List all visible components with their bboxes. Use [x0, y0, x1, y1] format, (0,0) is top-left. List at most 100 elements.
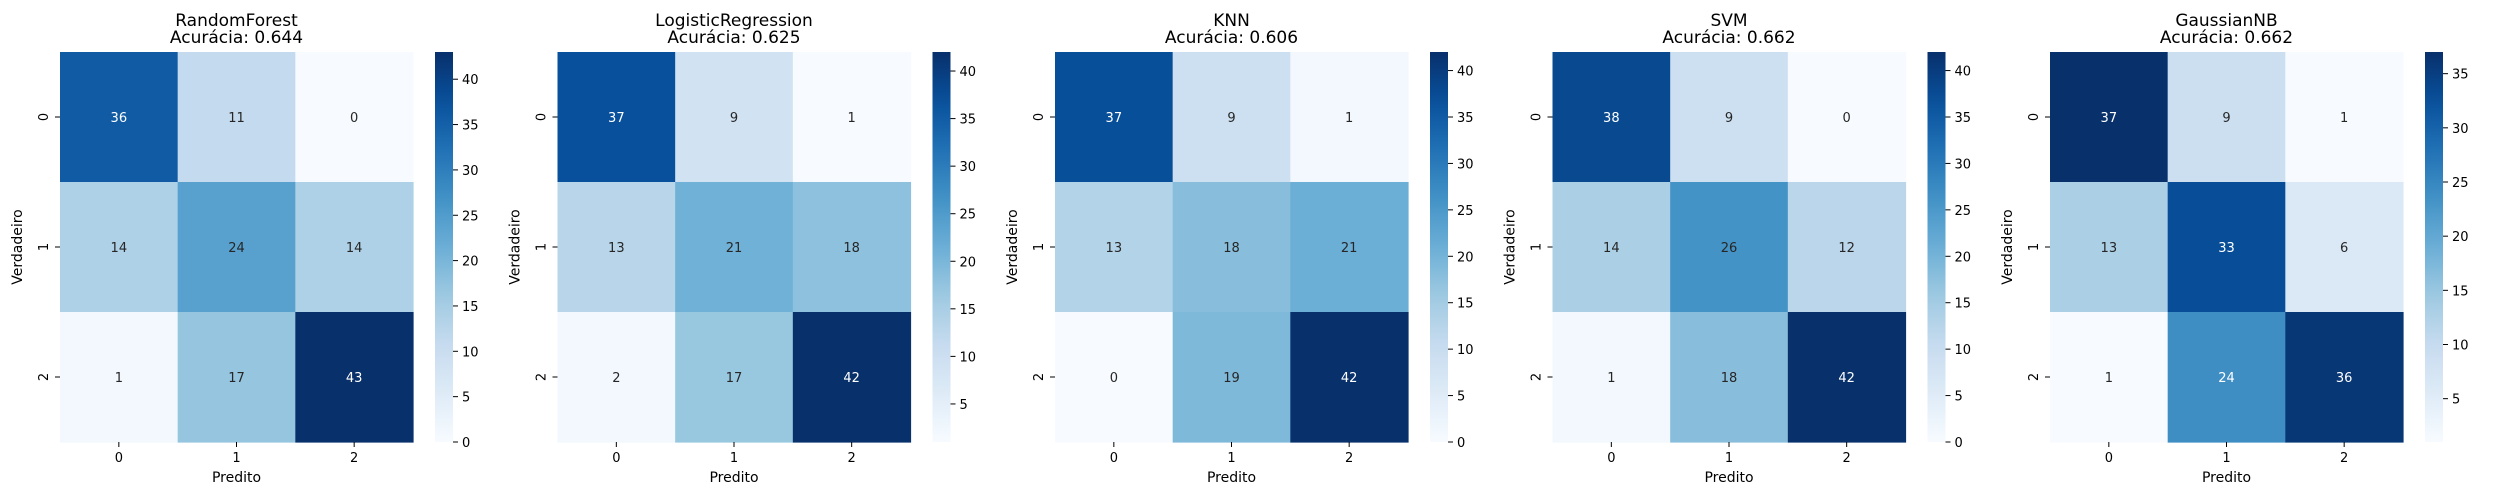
heatmap-cell: [60, 182, 179, 313]
heatmap-cell: [1172, 312, 1291, 443]
colorbar-tick-label: 30: [1457, 157, 1474, 172]
cell-value-label: 43: [346, 371, 363, 386]
heatmap-cell: [1172, 182, 1291, 313]
colorbar-tick-label: 5: [960, 398, 968, 413]
x-tick-label: 1: [730, 451, 738, 466]
cell-value-label: 1: [2340, 111, 2348, 126]
heatmap-cell: [2167, 182, 2286, 313]
cell-value-label: 1: [115, 371, 123, 386]
chart-title: SVM: [1710, 11, 1747, 31]
cell-value-label: 14: [346, 241, 363, 256]
colorbar-tick-label: 5: [1955, 390, 1963, 405]
y-tick-label: 1: [2027, 243, 2042, 251]
heatmap-cell: [177, 312, 296, 443]
chart-subtitle: Acurácia: 0.662: [1662, 28, 1795, 48]
y-tick-label: 2: [1530, 373, 1545, 381]
cell-value-label: 21: [1341, 241, 1358, 256]
heatmap-cell: [557, 312, 676, 443]
cell-value-label: 24: [2218, 371, 2235, 386]
colorbar: [2425, 52, 2443, 442]
colorbar-tick-label: 10: [462, 345, 479, 360]
cell-value-label: 9: [1725, 111, 1733, 126]
heatmap-cell: [792, 182, 912, 313]
colorbar-tick-label: 5: [2452, 393, 2460, 408]
y-tick-label: 1: [37, 243, 52, 251]
cell-value-label: 9: [2222, 111, 2230, 126]
heatmap-cell: [675, 312, 794, 443]
cell-value-label: 37: [1106, 111, 1123, 126]
heatmap-cell: [1670, 52, 1789, 183]
x-tick-label: 2: [2340, 451, 2348, 466]
colorbar: [932, 52, 951, 442]
cell-value-label: 11: [228, 111, 245, 126]
heatmap-cell: [1787, 312, 1907, 443]
cell-value-label: 0: [350, 111, 358, 126]
heatmap-cell: [2285, 52, 2404, 183]
cell-value-label: 36: [2336, 371, 2353, 386]
cell-value-label: 18: [1223, 241, 1240, 256]
cell-value-label: 42: [1341, 371, 1358, 386]
chart-title: GaussianNB: [2175, 11, 2277, 31]
heatmap-cell: [1787, 182, 1907, 313]
colorbar-tick-label: 5: [462, 391, 470, 406]
colorbar-tick-label: 10: [960, 350, 977, 365]
x-tick-label: 1: [1725, 451, 1733, 466]
y-tick-label: 0: [535, 113, 550, 121]
y-axis-label: Verdadeiro: [1503, 209, 1519, 284]
heatmap-cell: [1290, 182, 1409, 313]
cell-value-label: 38: [1603, 111, 1620, 126]
colorbar-tick-label: 25: [1955, 204, 1972, 219]
cell-value-label: 6: [2340, 241, 2348, 256]
cell-value-label: 17: [228, 371, 245, 386]
heatmap-cell: [295, 52, 414, 183]
cell-value-label: 14: [1603, 241, 1620, 256]
chart-subtitle: Acurácia: 0.606: [1165, 28, 1298, 48]
x-tick-label: 1: [232, 451, 240, 466]
y-tick-label: 1: [535, 243, 550, 251]
cell-value-label: 42: [1838, 371, 1855, 386]
x-axis-label: Predito: [1704, 470, 1753, 486]
x-tick-label: 0: [1110, 451, 1118, 466]
heatmap-cell: [177, 52, 296, 183]
y-tick-label: 1: [1032, 243, 1047, 251]
y-tick-label: 0: [1530, 113, 1545, 121]
heatmap-cell: [1172, 52, 1291, 183]
cell-value-label: 13: [2101, 241, 2118, 256]
colorbar-tick-label: 25: [960, 208, 977, 223]
heatmap-cell: [2167, 312, 2286, 443]
heatmap-cell: [1552, 52, 1671, 183]
chart-subtitle: Acurácia: 0.644: [170, 28, 303, 48]
heatmap-cell: [1055, 52, 1174, 183]
x-axis-label: Predito: [212, 470, 261, 486]
colorbar-tick-label: 20: [1955, 250, 1972, 265]
heatmap-cell: [2050, 312, 2169, 443]
colorbar-tick-label: 5: [1457, 390, 1465, 405]
cell-value-label: 37: [608, 111, 625, 126]
chart-title: KNN: [1213, 11, 1250, 31]
y-tick-label: 0: [1032, 113, 1047, 121]
x-tick-label: 0: [115, 451, 123, 466]
heatmap-cell: [2167, 52, 2286, 183]
x-tick-label: 0: [612, 451, 620, 466]
colorbar-tick-label: 30: [960, 160, 977, 175]
y-axis-label: Verdadeiro: [10, 209, 26, 284]
y-tick-label: 0: [2027, 113, 2042, 121]
x-axis-label: Predito: [2202, 470, 2251, 486]
chart-title: RandomForest: [175, 11, 298, 31]
y-axis-label: Verdadeiro: [2000, 209, 2016, 284]
colorbar-tick-label: 40: [1457, 65, 1474, 80]
heatmap-cell: [1670, 312, 1789, 443]
cell-value-label: 1: [1345, 111, 1353, 126]
heatmap-cell: [1552, 312, 1671, 443]
colorbar-tick-label: 15: [960, 303, 977, 318]
heatmap-cell: [675, 52, 794, 183]
cell-value-label: 19: [1223, 371, 1240, 386]
y-tick-label: 2: [1032, 373, 1047, 381]
colorbar-tick-label: 10: [1457, 343, 1474, 358]
colorbar-tick-label: 0: [1955, 436, 1963, 451]
colorbar-tick-label: 30: [2452, 122, 2469, 137]
